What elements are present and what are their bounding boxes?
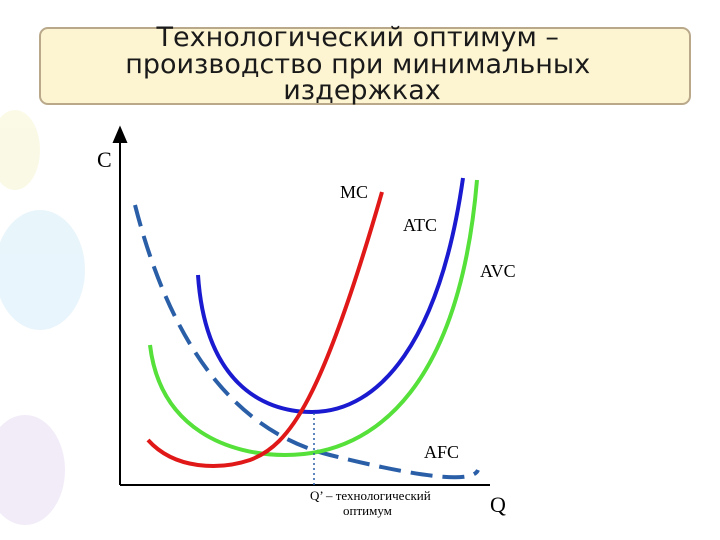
title-line: производство при минимальных: [125, 49, 590, 80]
y-axis-label: C: [97, 147, 112, 172]
title-box: [39, 27, 691, 105]
afc-label: AFC: [424, 442, 459, 462]
title-line: Технологический оптимум –: [156, 22, 559, 53]
afc-curve: [133, 204, 480, 480]
atc-curve: [196, 177, 465, 415]
annotation: оптимум: [343, 503, 392, 518]
mc-curve: [146, 191, 384, 468]
title-line: издержках: [283, 75, 440, 106]
x-axis-label: Q: [490, 492, 506, 517]
title: Технологический оптимум – производство п…: [125, 22, 599, 106]
background-balloons: [0, 110, 85, 525]
axes: [112, 125, 490, 486]
mc-label: MC: [340, 182, 368, 202]
annotation: Q’ – технологический: [310, 488, 431, 503]
atc-label: ATC: [403, 215, 437, 235]
avc-curve: [148, 179, 479, 458]
avc-label: AVC: [480, 261, 516, 281]
